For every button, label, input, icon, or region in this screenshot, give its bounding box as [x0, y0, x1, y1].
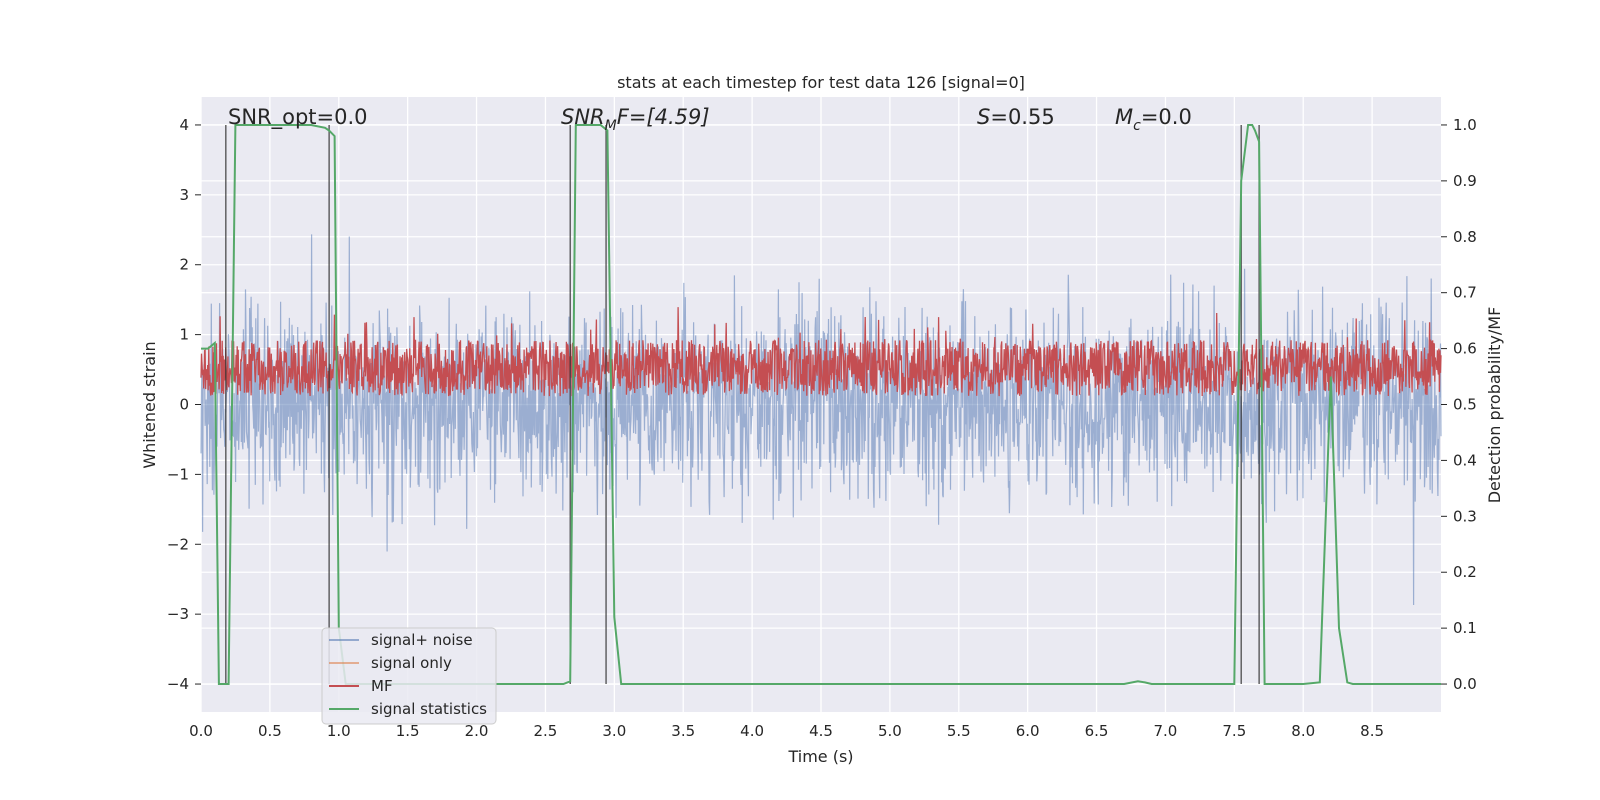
x-tick-label: 2.0 — [465, 722, 489, 740]
y-tick-label: −1 — [167, 465, 189, 483]
y2-tick-label: 0.2 — [1453, 563, 1477, 581]
y-axis-label: Whitened strain — [140, 341, 159, 468]
y2-axis-label: Detection probability/MF — [1485, 307, 1504, 504]
x-tick-label: 2.5 — [534, 722, 558, 740]
legend-box — [321, 627, 497, 725]
y-tick-label: −4 — [167, 675, 189, 693]
annotation-mc-label: M — [1115, 105, 1133, 129]
y2-tick-label: 0.9 — [1453, 172, 1477, 190]
annotation-mc-value: =0.0 — [1141, 105, 1192, 129]
legend: signal+ noise signal only MF signal stat… — [321, 627, 497, 725]
annotation-snr-mf: SNRMF=[4.59] — [561, 105, 710, 134]
x-tick-label: 7.5 — [1222, 722, 1246, 740]
y2-axis-ticks: 1.0 0.9 0.8 0.7 0.6 0.5 0.4 0.3 0.2 0.1 0.0 — [1441, 116, 1477, 693]
x-tick-label: 3.0 — [602, 722, 626, 740]
x-tick-label: 6.0 — [1016, 722, 1040, 740]
y-tick-label: 2 — [179, 256, 189, 274]
legend-label-signal-noise: signal+ noise — [371, 631, 473, 649]
x-tick-label: 8.0 — [1291, 722, 1315, 740]
x-tick-label: 5.0 — [878, 722, 902, 740]
y-tick-label: 4 — [179, 116, 189, 134]
y2-tick-label: 1.0 — [1453, 116, 1477, 134]
x-axis-label: Time (s) — [787, 747, 853, 766]
y-axis-ticks: 4 3 2 1 0 −1 −2 −3 −4 — [167, 116, 201, 693]
mf-line — [200, 307, 1442, 397]
x-axis-ticks: 0.0 0.5 1.0 1.5 2.0 2.5 3.0 3.5 4.0 4.5 5.0 5.5 6.0 6… — [189, 722, 1384, 740]
signal-statistics-line — [201, 124, 1441, 685]
y-tick-label: 3 — [179, 186, 189, 204]
annotation-snr-mf-sub: M — [605, 118, 617, 134]
annotation-snr-mf-main: SNR — [561, 105, 605, 129]
y2-tick-label: 0.5 — [1453, 396, 1477, 414]
series-mf — [200, 307, 1442, 397]
chart-title: stats at each timestep for test data 126… — [617, 73, 1025, 92]
y2-tick-label: 0.0 — [1453, 675, 1477, 693]
annotation-s-value: =0.55 — [990, 105, 1054, 129]
x-tick-label: 4.5 — [809, 722, 833, 740]
y2-tick-label: 0.4 — [1453, 451, 1477, 469]
annotation-snr-opt: SNR_opt=0.0 — [228, 105, 368, 130]
annotation-snr-mf-rest: F=[4.59] — [617, 105, 710, 129]
y-tick-label: 1 — [179, 326, 189, 344]
x-tick-label: 0.5 — [258, 722, 282, 740]
x-tick-label: 4.0 — [740, 722, 764, 740]
y-tick-label: −2 — [167, 535, 189, 553]
x-tick-label: 8.5 — [1360, 722, 1384, 740]
x-tick-label: 0.0 — [189, 722, 213, 740]
y2-tick-label: 0.7 — [1453, 284, 1477, 302]
y2-tick-label: 0.8 — [1453, 228, 1477, 246]
annotation-mc-sub: c — [1133, 118, 1141, 134]
x-tick-label: 1.5 — [396, 722, 420, 740]
annotation-s-label: S — [977, 105, 990, 129]
annotation-s: S=0.55 — [977, 105, 1055, 129]
y-tick-label: −3 — [167, 605, 189, 623]
y2-tick-label: 0.6 — [1453, 340, 1477, 358]
legend-label-signal-statistics: signal statistics — [371, 700, 487, 718]
legend-label-mf: MF — [371, 677, 393, 695]
y-tick-label: 0 — [179, 396, 189, 414]
x-tick-label: 5.5 — [947, 722, 971, 740]
legend-label-signal-only: signal only — [371, 654, 452, 672]
annotation-mc: Mc=0.0 — [1115, 105, 1192, 134]
y2-tick-label: 0.3 — [1453, 507, 1477, 525]
y2-tick-label: 0.1 — [1453, 619, 1477, 637]
x-tick-label: 3.5 — [671, 722, 695, 740]
x-tick-label: 7.0 — [1154, 722, 1178, 740]
series-signal-statistics — [201, 124, 1441, 685]
x-tick-label: 6.5 — [1085, 722, 1109, 740]
x-tick-label: 1.0 — [327, 722, 351, 740]
